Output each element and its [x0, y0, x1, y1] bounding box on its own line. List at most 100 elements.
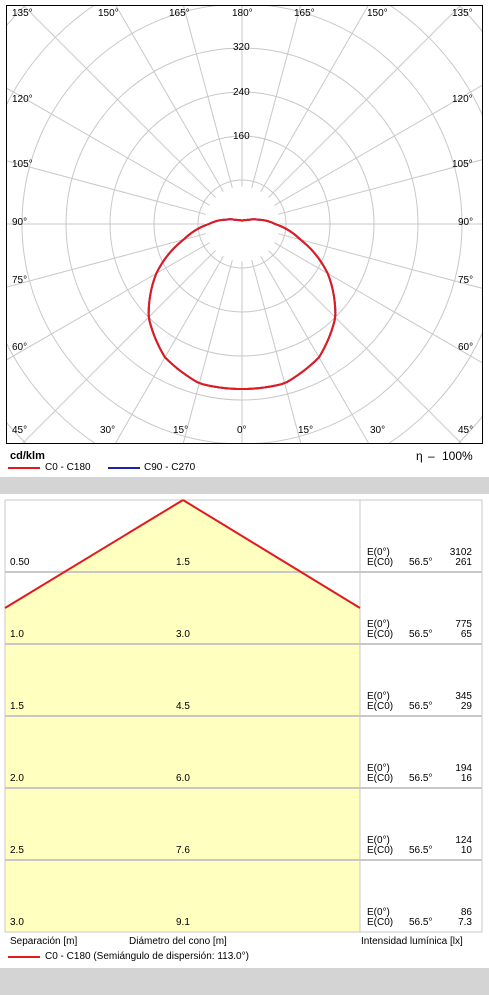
polar-grid	[6, 5, 483, 444]
polar-diagram: 135° 150° 165° 180° 165° 150° 135° 120° …	[6, 5, 483, 444]
angle-label-top-165-left: 165°	[169, 8, 190, 19]
half-angle-value: 56.5°	[409, 917, 433, 928]
ec0-value: 65	[460, 629, 472, 640]
polar-spoke	[251, 259, 302, 444]
angle-label-top-150-right: 150°	[367, 8, 388, 19]
ec0-label: E(C0)	[367, 557, 394, 568]
legend-swatch-c90-c270	[108, 467, 140, 469]
radial-label-320: 320	[233, 42, 250, 53]
polar-spoke	[274, 84, 483, 206]
e0-value: 345	[455, 691, 472, 702]
cone-diameter-value: 3.0	[176, 629, 190, 640]
ec0-value: 16	[460, 773, 472, 784]
e0-label: E(0°)	[367, 619, 390, 630]
legend-label-c90-c270: C90 - C270	[144, 462, 196, 473]
footer-diameter-label: Diámetro del cono [m]	[129, 936, 227, 947]
angle-label-right-90: 90°	[458, 217, 474, 228]
polar-spoke	[260, 5, 370, 192]
polar-spoke	[6, 87, 210, 206]
separation-value: 0.50	[10, 557, 30, 568]
ec0-label: E(C0)	[367, 629, 394, 640]
angle-label-right-45: 45°	[458, 425, 474, 436]
angle-label-left-60: 60°	[12, 342, 28, 353]
e0-label: E(0°)	[367, 547, 390, 558]
ec0-value: 10	[460, 845, 472, 856]
angle-label-left-45: 45°	[12, 425, 28, 436]
polar-spoke	[182, 5, 233, 189]
polar-spoke	[268, 250, 463, 444]
angle-label-right-105: 105°	[452, 159, 473, 170]
angle-label-bottom-0: 0°	[237, 425, 247, 436]
ec0-value: 261	[455, 557, 472, 568]
ec0-value: 29	[460, 701, 472, 712]
radial-label-240: 240	[233, 87, 250, 98]
half-angle-value: 56.5°	[409, 557, 433, 568]
half-angle-value: 56.5°	[409, 845, 433, 856]
polar-spoke	[114, 256, 224, 444]
polar-spoke	[260, 256, 370, 444]
cone-chart-svg	[4, 499, 483, 933]
separation-value: 1.5	[10, 701, 24, 712]
polar-spoke	[277, 158, 483, 215]
e0-label: E(0°)	[367, 763, 390, 774]
cone-diameter-value: 6.0	[176, 773, 190, 784]
half-angle-value: 56.5°	[409, 773, 433, 784]
polar-spoke	[274, 242, 483, 364]
half-angle-value: 56.5°	[409, 629, 433, 640]
polar-spoke	[6, 160, 207, 215]
e0-value: 775	[455, 619, 472, 630]
e0-value: 3102	[449, 547, 472, 558]
separation-value: 3.0	[10, 917, 24, 928]
legend-label-c0-c180: C0 - C180	[45, 462, 91, 473]
separation-value: 2.0	[10, 773, 24, 784]
polar-frame	[6, 5, 483, 444]
angle-label-top-180: 180°	[232, 8, 253, 19]
radial-label-160: 160	[233, 131, 250, 142]
cone-diameter-value: 4.5	[176, 701, 190, 712]
ec0-label: E(C0)	[367, 917, 394, 928]
angle-label-left-105: 105°	[12, 159, 33, 170]
curve-c0-c180	[147, 218, 337, 391]
polar-spoke	[114, 5, 224, 192]
cone-diameter-value: 7.6	[176, 845, 190, 856]
polar-spoke	[21, 250, 216, 444]
footer-intensity-label: Intensidad lumínica [lx]	[361, 936, 463, 947]
cone-frame	[4, 499, 483, 933]
e0-value: 86	[460, 907, 472, 918]
cone-edge-left	[4, 499, 184, 609]
unit-label: cd/klm	[10, 450, 45, 462]
angle-label-top-135-left: 135°	[12, 8, 33, 19]
e0-label: E(0°)	[367, 835, 390, 846]
angle-label-bottom-15-right: 15°	[298, 425, 314, 436]
separation-value: 2.5	[10, 845, 24, 856]
angle-label-top-135-right: 135°	[452, 8, 473, 19]
ec0-value: 7.3	[458, 917, 472, 928]
angle-label-top-150-left: 150°	[98, 8, 119, 19]
footer-separation-label: Separación [m]	[10, 936, 78, 947]
e0-value: 194	[455, 763, 472, 774]
legend-label-cone: C0 - C180 (Semiángulo de dispersión: 113…	[45, 951, 249, 962]
angle-label-top-165-right: 165°	[294, 8, 315, 19]
section-separator-bottom	[0, 968, 489, 995]
ec0-label: E(C0)	[367, 773, 394, 784]
section-separator-top	[0, 477, 489, 494]
legend-swatch-c0-c180	[8, 467, 40, 469]
efficiency-symbol: η	[416, 449, 423, 463]
half-angle-value: 56.5°	[409, 701, 433, 712]
angle-label-right-60: 60°	[458, 342, 474, 353]
ec0-label: E(C0)	[367, 845, 394, 856]
ec0-label: E(C0)	[367, 701, 394, 712]
angle-label-left-75: 75°	[12, 275, 28, 286]
efficiency-value: 100%	[442, 449, 473, 463]
e0-label: E(0°)	[367, 907, 390, 918]
e0-value: 124	[455, 835, 472, 846]
angle-label-left-120: 120°	[12, 94, 33, 105]
polar-spoke	[22, 5, 216, 198]
polar-spoke	[6, 242, 210, 361]
cone-edge-right	[182, 499, 361, 609]
polar-chart-svg	[6, 5, 483, 444]
angle-label-right-120: 120°	[452, 94, 473, 105]
polar-spoke	[6, 233, 207, 288]
angle-label-right-75: 75°	[458, 275, 474, 286]
angle-label-left-90: 90°	[12, 217, 28, 228]
